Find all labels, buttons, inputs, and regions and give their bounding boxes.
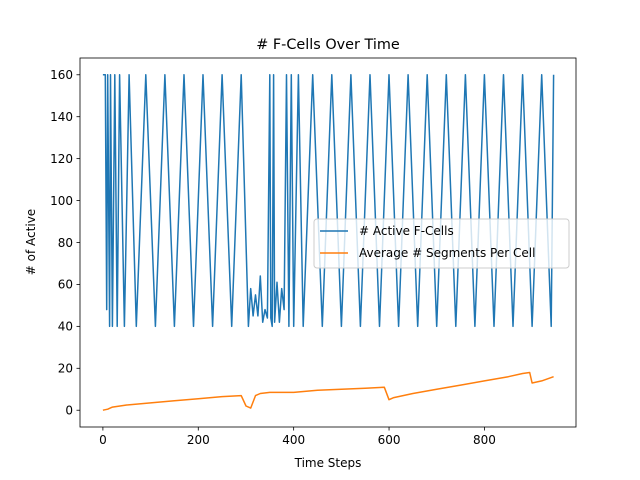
legend-label-avg-segments: Average # Segments Per Cell	[359, 246, 535, 260]
legend: # Active F-Cells Average # Segments Per …	[313, 218, 570, 269]
legend-box	[313, 218, 570, 269]
y-tick-label: 160	[50, 68, 73, 82]
x-tick-label: 800	[473, 433, 496, 447]
y-tick-label: 120	[50, 152, 73, 166]
legend-label-active-fcells: # Active F-Cells	[359, 224, 454, 238]
x-axis-title: Time Steps	[294, 456, 362, 470]
y-tick-label: 40	[58, 320, 73, 334]
plot-area	[102, 74, 555, 411]
chart-title: # F-Cells Over Time	[256, 37, 400, 53]
axis-ticks: 0 200 400 600 800 0 20 40 60 80 100 120 140 160	[50, 68, 496, 447]
y-tick-label: 20	[58, 362, 73, 376]
x-tick-label: 200	[187, 433, 210, 447]
y-tick-label: 140	[50, 110, 73, 124]
series-line-1	[102, 371, 554, 411]
y-tick-label: 60	[58, 278, 73, 292]
series-line-0	[102, 74, 555, 328]
y-tick-label: 80	[58, 236, 73, 250]
x-tick-label: 400	[282, 433, 305, 447]
x-tick-label: 600	[378, 433, 401, 447]
y-axis-title: # of Active	[24, 209, 38, 275]
x-tick-label: 0	[99, 433, 107, 447]
y-tick-label: 0	[65, 404, 73, 418]
y-tick-label: 100	[50, 194, 73, 208]
axes-frame	[79, 57, 577, 428]
